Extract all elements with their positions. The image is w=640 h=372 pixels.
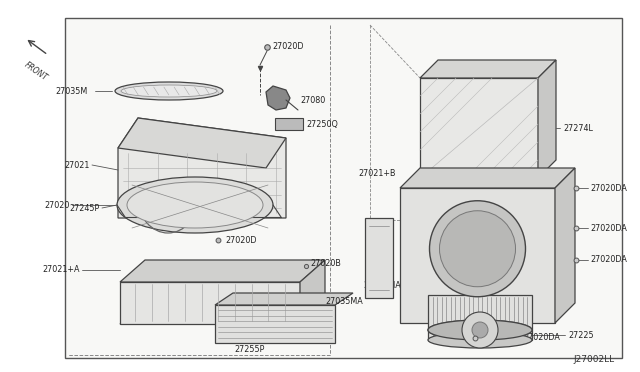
Polygon shape bbox=[118, 118, 286, 218]
Circle shape bbox=[472, 322, 488, 338]
Text: 27020: 27020 bbox=[45, 201, 70, 209]
Circle shape bbox=[440, 211, 515, 287]
Ellipse shape bbox=[121, 85, 217, 97]
Ellipse shape bbox=[127, 182, 263, 228]
Text: 27020DA: 27020DA bbox=[523, 334, 560, 343]
Text: 27020D: 27020D bbox=[272, 42, 303, 51]
Text: 27080: 27080 bbox=[300, 96, 325, 105]
Polygon shape bbox=[120, 302, 325, 324]
Text: 27035MA: 27035MA bbox=[363, 280, 401, 289]
Text: 27020DA: 27020DA bbox=[590, 224, 627, 232]
Text: 27021: 27021 bbox=[65, 160, 90, 170]
Text: 27245P: 27245P bbox=[70, 203, 100, 212]
Text: 27020DA: 27020DA bbox=[590, 256, 627, 264]
Bar bbox=[400, 188, 555, 323]
Text: 27021+B: 27021+B bbox=[358, 169, 396, 177]
Polygon shape bbox=[555, 168, 575, 323]
Bar bbox=[420, 78, 538, 178]
Text: 27021+A: 27021+A bbox=[42, 266, 80, 275]
Text: J27002LL: J27002LL bbox=[574, 356, 615, 365]
Polygon shape bbox=[420, 60, 556, 78]
Polygon shape bbox=[118, 118, 286, 168]
Text: 27020B: 27020B bbox=[310, 259, 341, 267]
Circle shape bbox=[462, 312, 498, 348]
Polygon shape bbox=[120, 282, 300, 324]
Text: 27250Q: 27250Q bbox=[306, 119, 338, 128]
Text: 27274L: 27274L bbox=[563, 124, 593, 132]
Polygon shape bbox=[266, 86, 290, 110]
Bar bbox=[65, 18, 622, 358]
Text: 27225: 27225 bbox=[568, 330, 594, 340]
Ellipse shape bbox=[428, 320, 532, 340]
Polygon shape bbox=[120, 260, 325, 282]
Bar bbox=[275, 118, 303, 130]
Ellipse shape bbox=[115, 82, 223, 100]
Polygon shape bbox=[400, 168, 575, 188]
Bar bbox=[428, 295, 532, 340]
Bar bbox=[365, 218, 393, 298]
Text: 27035M: 27035M bbox=[55, 87, 87, 96]
Bar bbox=[215, 305, 335, 343]
Text: 27020D: 27020D bbox=[225, 235, 257, 244]
Ellipse shape bbox=[428, 332, 532, 348]
Text: 27255P: 27255P bbox=[235, 346, 265, 355]
Text: 27020DA: 27020DA bbox=[590, 183, 627, 192]
Polygon shape bbox=[300, 260, 325, 324]
Polygon shape bbox=[215, 293, 353, 305]
Polygon shape bbox=[538, 60, 556, 178]
Circle shape bbox=[429, 201, 525, 297]
Ellipse shape bbox=[117, 177, 273, 233]
Text: FRONT: FRONT bbox=[23, 60, 49, 82]
Text: 27035MA: 27035MA bbox=[325, 298, 363, 307]
Ellipse shape bbox=[428, 320, 532, 340]
